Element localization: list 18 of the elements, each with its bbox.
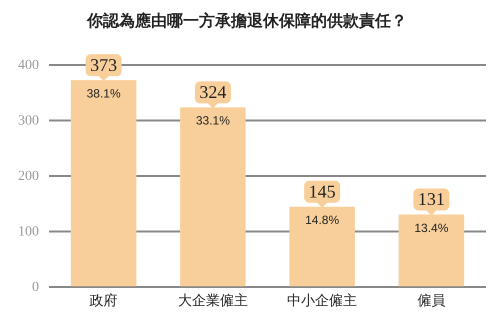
annotation: 38.1% bbox=[86, 86, 121, 100]
data-label: 145 bbox=[308, 181, 336, 202]
x-tick-label: 僱員 bbox=[417, 293, 446, 310]
y-tick-label: 100 bbox=[18, 224, 39, 240]
y-tick-label: 0 bbox=[32, 280, 39, 295]
x-tick-label: 中小企僱主 bbox=[287, 293, 358, 310]
y-tick-label: 400 bbox=[18, 58, 39, 73]
y-tick-label: 200 bbox=[18, 168, 39, 184]
annotation: 14.8% bbox=[305, 213, 340, 228]
data-label: 131 bbox=[418, 189, 445, 210]
data-label: 373 bbox=[90, 54, 118, 75]
data-label: 324 bbox=[199, 82, 226, 102]
chart-title: 你認為應由哪一方承擔退休保障的供款責任？ bbox=[86, 10, 407, 30]
annotation: 13.4% bbox=[414, 220, 449, 235]
x-tick-label: 大企業僱主 bbox=[178, 293, 248, 310]
x-tick-label: 政府 bbox=[90, 293, 118, 310]
y-tick-label: 300 bbox=[18, 113, 39, 128]
annotation: 33.1% bbox=[196, 114, 230, 128]
